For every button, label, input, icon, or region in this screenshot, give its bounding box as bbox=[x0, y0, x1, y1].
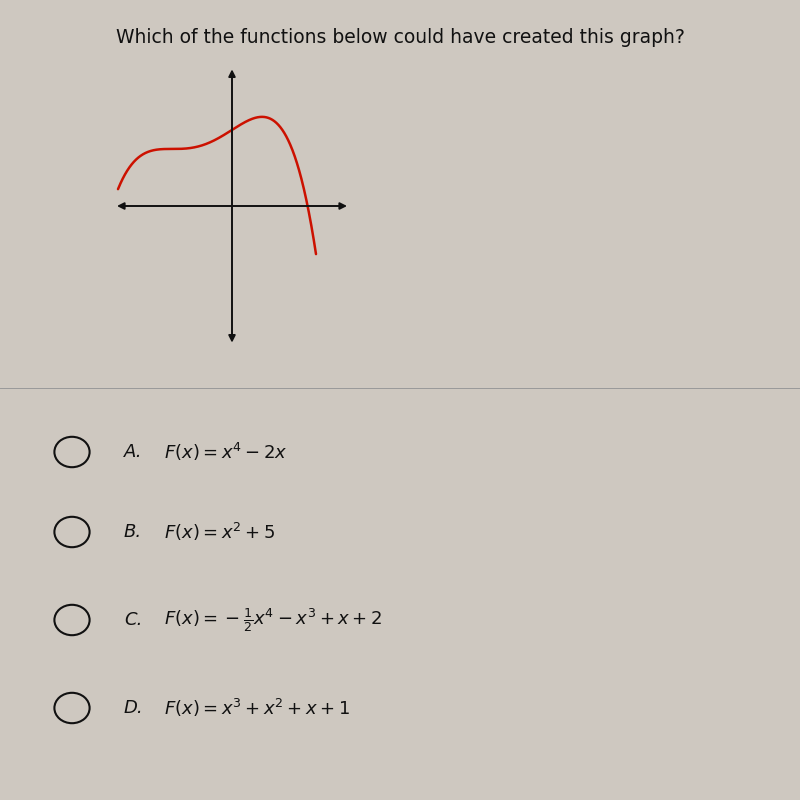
Text: Which of the functions below could have created this graph?: Which of the functions below could have … bbox=[115, 28, 685, 47]
Text: $F(x)= x^3+x^2+x+1$: $F(x)= x^3+x^2+x+1$ bbox=[164, 697, 350, 719]
Text: A.: A. bbox=[124, 443, 142, 461]
Text: B.: B. bbox=[124, 523, 142, 541]
Text: $F(x)=-\frac{1}{2}x^4-x^3+x+2$: $F(x)=-\frac{1}{2}x^4-x^3+x+2$ bbox=[164, 606, 382, 634]
Text: C.: C. bbox=[124, 611, 142, 629]
Text: D.: D. bbox=[124, 699, 144, 717]
Text: $F(x)= x^4-2x$: $F(x)= x^4-2x$ bbox=[164, 441, 287, 463]
Text: $F(x)= x^2+5$: $F(x)= x^2+5$ bbox=[164, 521, 275, 543]
